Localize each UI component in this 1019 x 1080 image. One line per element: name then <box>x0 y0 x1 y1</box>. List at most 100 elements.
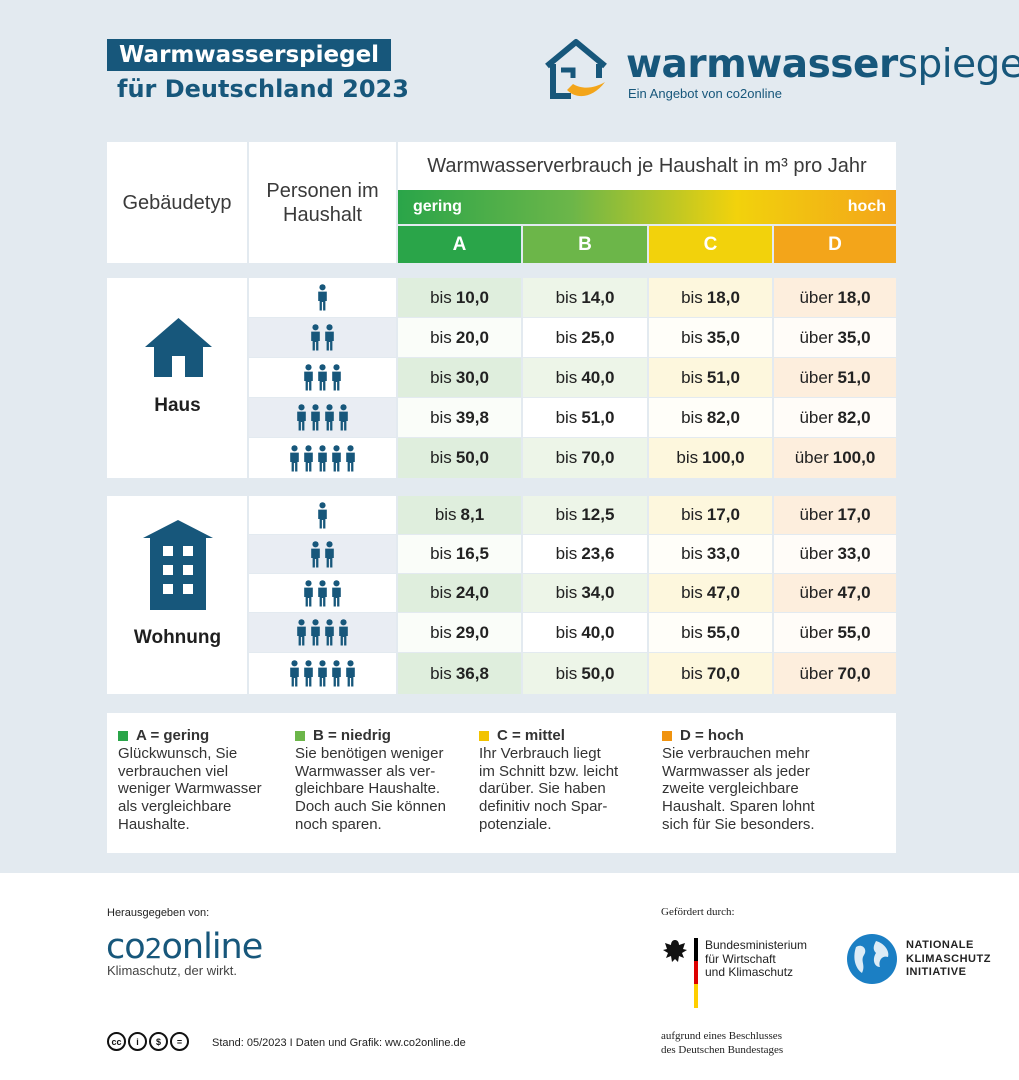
person-icon <box>332 444 341 471</box>
value-cell-apartment-2-b: bis 23,6 <box>523 535 647 573</box>
value-cell-apartment-5-c: bis 70,0 <box>649 653 772 694</box>
legend-text-c-4: definitiv noch Spar- <box>479 798 608 816</box>
value-cell-house-1-a: bis 10,0 <box>398 278 521 317</box>
stand-info: Stand: 05/2023 I Daten und Grafik: ww.co… <box>212 1037 466 1049</box>
value-cell-house-1-d: über 18,0 <box>774 278 896 317</box>
value-cell-house-5-c: bis 100,0 <box>649 438 772 478</box>
page-subtitle: für Deutschland 2023 <box>117 75 409 103</box>
column-c-header: C <box>649 226 772 263</box>
attribution-icon: i <box>128 1032 147 1051</box>
person-icon <box>297 404 306 431</box>
value-cell-apartment-5-a: bis 36,8 <box>398 653 521 694</box>
legend-text-d-2: Warmwasser als jeder <box>662 762 810 780</box>
value-cell-house-1-b: bis 14,0 <box>523 278 647 317</box>
section-apartment-label: Wohnung <box>133 627 222 648</box>
value-cell-apartment-2-c: bis 33,0 <box>649 535 772 573</box>
person-icon <box>346 660 355 687</box>
value-cell-house-4-d: über 82,0 <box>774 398 896 437</box>
person-icon <box>325 540 334 567</box>
person-icon <box>318 364 327 391</box>
brand-name: warmwasserspiegel <box>626 42 1019 87</box>
value-cell-house-4-b: bis 51,0 <box>523 398 647 437</box>
legend-item-d: D = hoch Sie verbrauchen mehr Warmwasser… <box>662 727 847 834</box>
house-icon <box>145 318 212 377</box>
person-icon <box>318 660 327 687</box>
section-house-label: Haus <box>154 395 201 416</box>
legend-swatch-a <box>118 730 128 741</box>
legend-text-d-3: zweite vergleichbare <box>662 780 799 798</box>
persons-cell-apartment-5 <box>249 653 396 694</box>
funded-label: Gefördert durch: <box>661 906 735 918</box>
person-icon <box>339 619 348 646</box>
persons-cell-apartment-4 <box>249 613 396 652</box>
value-cell-apartment-4-d: über 55,0 <box>774 613 896 652</box>
german-flag-bar <box>694 938 698 1008</box>
header-consumption: Warmwasserverbrauch je Haushalt in m³ pr… <box>398 142 896 190</box>
value-cell-apartment-3-b: bis 34,0 <box>523 574 647 612</box>
value-cell-apartment-1-a: bis 8,1 <box>398 496 521 534</box>
person-icon <box>304 444 313 471</box>
person-icon <box>318 579 327 606</box>
person-icon <box>304 579 313 606</box>
legend-item-a: A = gering Glückwunsch, Sie verbrauchen … <box>118 727 283 834</box>
warmwasserspiegel-logo-icon <box>545 39 607 99</box>
column-a-header: A <box>398 226 521 263</box>
section-house-label-cell <box>107 278 247 478</box>
value-cell-house-3-d: über 51,0 <box>774 358 896 397</box>
legend-swatch-b <box>295 730 305 741</box>
resolution-line-1: aufgrund eines Beschlusses <box>661 1030 782 1042</box>
legend-text-a-4: als vergleichbare <box>118 798 232 816</box>
scale-low-label: gering <box>413 198 462 215</box>
initiative-line-3: INITIATIVE <box>906 966 967 978</box>
legend-text-c-1: Ihr Verbrauch liegt <box>479 744 601 762</box>
ministry-line-3: und Klimaschutz <box>705 965 794 979</box>
co2online-logo: co2online <box>106 927 263 967</box>
globe-icon <box>847 934 897 984</box>
value-cell-apartment-1-b: bis 12,5 <box>523 496 647 534</box>
page-title: Warmwasserspiegel <box>107 39 392 71</box>
initiative-name: NATIONALE KLIMASCHUTZ INITIATIVE <box>906 939 991 980</box>
value-cell-house-2-a: bis 20,0 <box>398 318 521 357</box>
legend-text-a-3: weniger Warmwasser <box>118 780 262 798</box>
legend-text-a-2: verbrauchen viel <box>118 762 229 780</box>
person-icon <box>311 619 320 646</box>
persons-cell-house-4 <box>249 398 396 437</box>
value-cell-apartment-2-a: bis 16,5 <box>398 535 521 573</box>
legend-item-c: C = mittel Ihr Verbrauch liegt im Schnit… <box>479 727 654 834</box>
header-persons: Personen im Haushalt <box>249 142 396 263</box>
legend-text-d-1: Sie verbrauchen mehr <box>662 744 810 762</box>
persons-cell-apartment-2 <box>249 535 396 573</box>
legend-text-b-4: Doch auch Sie können <box>295 798 446 816</box>
legend-title-c: C = mittel <box>497 727 565 744</box>
ministry-line-1: Bundesministerium <box>705 938 808 952</box>
legend-text-b-2: Warmwasser als ver- <box>295 762 436 780</box>
initiative-line-1: NATIONALE <box>906 939 974 951</box>
persons-cell-house-5 <box>249 438 396 478</box>
person-icon <box>332 579 341 606</box>
value-cell-house-3-c: bis 51,0 <box>649 358 772 397</box>
value-cell-house-5-a: bis 50,0 <box>398 438 521 478</box>
value-cell-house-5-d: über 100,0 <box>774 438 896 478</box>
value-cell-house-1-c: bis 18,0 <box>649 278 772 317</box>
legend-text-d-5: sich für Sie besonders. <box>662 815 815 833</box>
consumption-scale-bar <box>398 190 896 224</box>
legend-text-a-1: Glückwunsch, Sie <box>118 744 238 762</box>
person-icon <box>290 660 299 687</box>
persons-cell-house-3 <box>249 358 396 397</box>
value-cell-apartment-2-d: über 33,0 <box>774 535 896 573</box>
value-cell-apartment-1-c: bis 17,0 <box>649 496 772 534</box>
scale-high-label: hoch <box>847 198 886 215</box>
value-cell-house-2-b: bis 25,0 <box>523 318 647 357</box>
person-icon <box>311 540 320 567</box>
legend-text-c-5: potenziale. <box>479 815 552 833</box>
value-cell-apartment-4-c: bis 55,0 <box>649 613 772 652</box>
value-cell-house-3-b: bis 40,0 <box>523 358 647 397</box>
person-icon <box>318 501 327 528</box>
value-cell-house-5-b: bis 70,0 <box>523 438 647 478</box>
legend-text-d-4: Haushalt. Sparen lohnt <box>662 798 815 816</box>
cc-icon: cc <box>107 1032 126 1051</box>
creative-commons-license: cc i $ = <box>107 1032 189 1051</box>
legend-title-b: B = niedrig <box>313 727 391 744</box>
person-icon <box>311 324 320 351</box>
person-icon <box>325 324 334 351</box>
